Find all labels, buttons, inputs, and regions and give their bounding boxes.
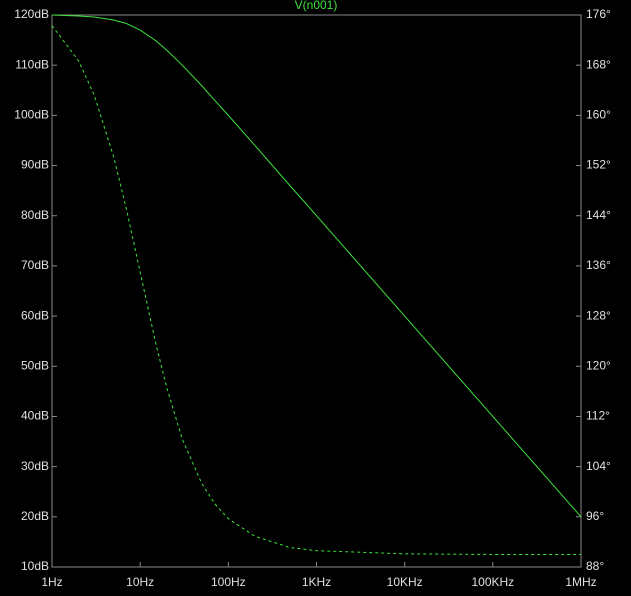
y-tick-label: 50dB <box>21 358 49 372</box>
y2-tick-label: 176° <box>586 7 611 21</box>
x-tick-label: 100KHz <box>471 575 514 589</box>
y-tick-label: 70dB <box>21 258 49 272</box>
x-tick-label: 100Hz <box>211 575 246 589</box>
y-tick-label: 100dB <box>14 108 49 122</box>
y-tick-label: 20dB <box>21 509 49 523</box>
y2-tick-label: 120° <box>586 358 611 372</box>
y-tick-label: 110dB <box>15 57 49 71</box>
y-tick-label: 10dB <box>21 559 49 573</box>
y2-tick-label: 112° <box>586 409 610 423</box>
y2-tick-label: 152° <box>586 158 611 172</box>
y-tick-label: 60dB <box>21 308 49 322</box>
y2-tick-label: 144° <box>586 208 611 222</box>
x-tick-label: 1Hz <box>41 575 62 589</box>
series-line <box>51 14 582 518</box>
y2-tick-label: 136° <box>586 258 611 272</box>
x-tick-label: 10KHz <box>387 575 423 589</box>
chart-title: V(n001) <box>295 0 338 12</box>
y-tick-label: 120dB <box>14 7 49 21</box>
y2-tick-label: 128° <box>586 308 611 322</box>
y2-tick-label: 160° <box>586 108 611 122</box>
y2-tick-label: 88° <box>586 559 604 573</box>
y2-tick-label: 96° <box>586 509 604 523</box>
y2-tick-label: 168° <box>586 57 611 71</box>
y-tick-label: 40dB <box>21 409 49 423</box>
x-tick-label: 10Hz <box>126 575 154 589</box>
y2-tick-label: 104° <box>586 459 611 473</box>
x-tick-label: 1MHz <box>565 575 596 589</box>
y-tick-label: 80dB <box>21 208 49 222</box>
y-tick-label: 90dB <box>21 158 49 172</box>
y-tick-label: 30dB <box>21 459 49 473</box>
x-tick-label: 1KHz <box>302 575 331 589</box>
